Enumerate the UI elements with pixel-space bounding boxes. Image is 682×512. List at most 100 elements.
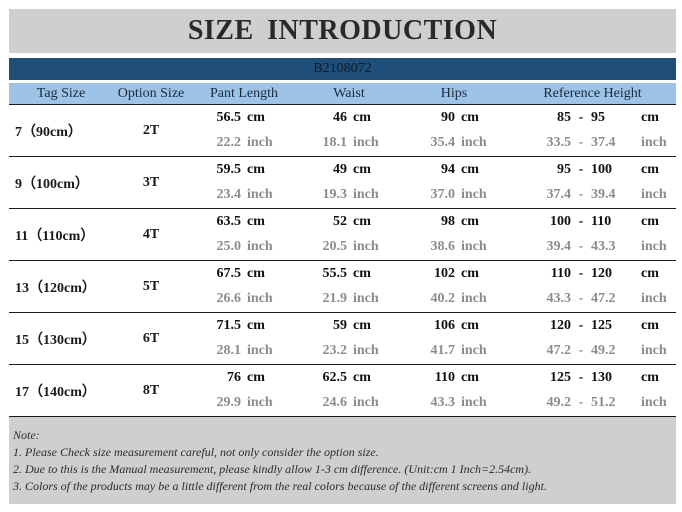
table-row: 11（110cm） 4T 63.5 cm 25.0 inch 52 cm 20.5 in… bbox=[9, 209, 676, 261]
unit-cm: cm bbox=[461, 317, 479, 333]
hips-cell: 110 cm 43.3 inch bbox=[399, 365, 509, 416]
tag-size: 7（90cm） bbox=[15, 124, 82, 140]
ref-cm-min: 125 bbox=[550, 369, 571, 385]
unit-inch: inch bbox=[247, 239, 273, 255]
page-title: SIZE INTRODUCTION bbox=[187, 15, 498, 46]
unit-inch: inch bbox=[247, 343, 273, 359]
range-dash: - bbox=[578, 343, 584, 359]
tag-size: 9（100cm） bbox=[15, 176, 89, 192]
unit-cm: cm bbox=[641, 109, 659, 125]
unit-cm: cm bbox=[641, 317, 659, 333]
ref-cm-max: 110 bbox=[591, 213, 612, 229]
pant-length-inch: 28.1 bbox=[216, 343, 242, 359]
ref-cm-max: 130 bbox=[591, 369, 612, 385]
ref-inch-min: 37.4 bbox=[546, 187, 572, 203]
reference-height-cell: 100-110 cm 39.4-43.3 inch bbox=[509, 209, 676, 260]
waist-cell: 59 cm 23.2 inch bbox=[299, 313, 399, 364]
unit-cm: cm bbox=[247, 317, 265, 333]
notes-section: Note: 1. Please Check size measurement c… bbox=[9, 417, 676, 504]
tag-size: 11（110cm） bbox=[15, 228, 95, 244]
ref-cm-max: 125 bbox=[591, 317, 612, 333]
ref-inch-max: 49.2 bbox=[591, 343, 616, 359]
hips-cm: 98 bbox=[441, 213, 455, 229]
hips-inch: 40.2 bbox=[430, 291, 456, 307]
unit-cm: cm bbox=[641, 265, 659, 281]
waist-cell: 49 cm 19.3 inch bbox=[299, 157, 399, 208]
table-body: 7（90cm） 2T 56.5 cm 22.2 inch 46 cm 18.1 inch… bbox=[9, 105, 676, 417]
unit-inch: inch bbox=[247, 291, 273, 307]
reference-height-cell: 85-95 cm 33.5-37.4 inch bbox=[509, 105, 676, 156]
waist-inch: 20.5 bbox=[322, 239, 348, 255]
ref-cm-min: 85 bbox=[557, 109, 571, 125]
hips-cell: 102 cm 40.2 inch bbox=[399, 261, 509, 312]
table-row: 9（100cm） 3T 59.5 cm 23.4 inch 49 cm 19.3 inc… bbox=[9, 157, 676, 209]
unit-cm: cm bbox=[461, 213, 479, 229]
ref-cm-min: 100 bbox=[550, 213, 571, 229]
note-item: 2. Due to this is the Manual measurement… bbox=[13, 462, 532, 476]
unit-cm: cm bbox=[461, 161, 479, 177]
unit-cm: cm bbox=[353, 369, 371, 385]
waist-cm: 46 bbox=[333, 109, 347, 125]
unit-inch: inch bbox=[641, 239, 667, 255]
unit-cm: cm bbox=[461, 109, 479, 125]
header-hips: Hips bbox=[440, 85, 468, 101]
hips-cell: 98 cm 38.6 inch bbox=[399, 209, 509, 260]
table-row: 7（90cm） 2T 56.5 cm 22.2 inch 46 cm 18.1 inch… bbox=[9, 105, 676, 157]
option-size: 2T bbox=[142, 122, 160, 138]
tag-size: 13（120cm） bbox=[15, 280, 96, 296]
unit-cm: cm bbox=[247, 109, 265, 125]
unit-inch: inch bbox=[461, 239, 487, 255]
hips-cell: 90 cm 35.4 inch bbox=[399, 105, 509, 156]
title-band: SIZE INTRODUCTION bbox=[9, 9, 676, 53]
hips-cm: 106 bbox=[434, 317, 455, 333]
range-dash: - bbox=[578, 213, 584, 229]
unit-cm: cm bbox=[247, 161, 265, 177]
pant-length-inch: 25.0 bbox=[216, 239, 242, 255]
unit-cm: cm bbox=[353, 265, 371, 281]
ref-inch-min: 47.2 bbox=[546, 343, 572, 359]
unit-inch: inch bbox=[247, 395, 273, 411]
ref-inch-max: 51.2 bbox=[591, 395, 616, 411]
pant-length-cm: 56.5 bbox=[216, 109, 242, 125]
unit-cm: cm bbox=[247, 369, 265, 385]
range-dash: - bbox=[578, 291, 584, 307]
header-waist: Waist bbox=[333, 85, 365, 101]
reference-height-cell: 120-125 cm 47.2-49.2 inch bbox=[509, 313, 676, 364]
ref-cm-min: 110 bbox=[550, 265, 571, 281]
pant-length-cell: 59.5 cm 23.4 inch bbox=[189, 157, 299, 208]
unit-cm: cm bbox=[641, 213, 659, 229]
hips-inch: 43.3 bbox=[430, 395, 456, 411]
range-dash: - bbox=[578, 135, 584, 151]
unit-inch: inch bbox=[353, 343, 379, 359]
hips-cell: 106 cm 41.7 inch bbox=[399, 313, 509, 364]
hips-inch: 35.4 bbox=[430, 135, 456, 151]
hips-inch: 37.0 bbox=[430, 187, 456, 203]
pant-length-cell: 67.5 cm 26.6 inch bbox=[189, 261, 299, 312]
pant-length-cell: 76 cm 29.9 inch bbox=[189, 365, 299, 416]
waist-cell: 55.5 cm 21.9 inch bbox=[299, 261, 399, 312]
waist-inch: 24.6 bbox=[322, 395, 348, 411]
ref-cm-max: 120 bbox=[591, 265, 612, 281]
option-size: 6T bbox=[142, 330, 160, 346]
unit-cm: cm bbox=[353, 317, 371, 333]
header-option-size: Option Size bbox=[117, 85, 185, 101]
ref-inch-min: 49.2 bbox=[546, 395, 572, 411]
header-pant-length: Pant Length bbox=[209, 85, 279, 101]
unit-inch: inch bbox=[353, 187, 379, 203]
range-dash: - bbox=[578, 395, 584, 411]
unit-inch: inch bbox=[353, 291, 379, 307]
ref-inch-min: 33.5 bbox=[546, 135, 572, 151]
unit-inch: inch bbox=[461, 395, 487, 411]
unit-inch: inch bbox=[461, 187, 487, 203]
hips-cm: 90 bbox=[441, 109, 455, 125]
pant-length-inch: 23.4 bbox=[216, 187, 242, 203]
waist-cm: 49 bbox=[333, 161, 347, 177]
header-tag-size: Tag Size bbox=[36, 85, 86, 101]
pant-length-cell: 63.5 cm 25.0 inch bbox=[189, 209, 299, 260]
unit-inch: inch bbox=[461, 291, 487, 307]
unit-inch: inch bbox=[641, 395, 667, 411]
tag-size: 17（140cm） bbox=[15, 384, 96, 400]
pant-length-cell: 56.5 cm 22.2 inch bbox=[189, 105, 299, 156]
hips-cell: 94 cm 37.0 inch bbox=[399, 157, 509, 208]
pant-length-inch: 26.6 bbox=[216, 291, 242, 307]
